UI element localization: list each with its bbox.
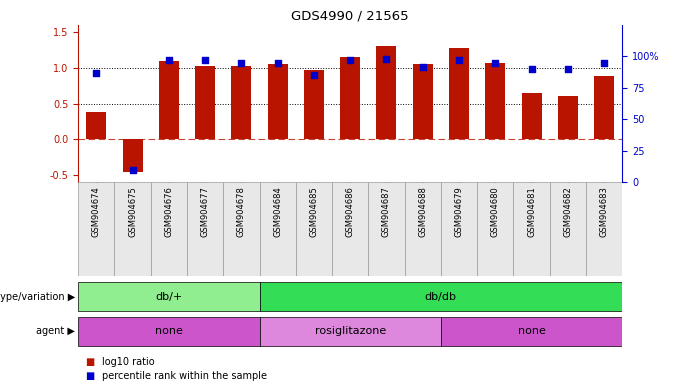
Text: GSM904678: GSM904678: [237, 186, 246, 237]
Text: log10 ratio: log10 ratio: [102, 357, 154, 367]
FancyBboxPatch shape: [332, 182, 369, 276]
Title: GDS4990 / 21565: GDS4990 / 21565: [292, 9, 409, 22]
FancyBboxPatch shape: [296, 182, 332, 276]
FancyBboxPatch shape: [513, 182, 549, 276]
Point: [309, 72, 320, 78]
Text: GSM904686: GSM904686: [345, 186, 355, 237]
FancyBboxPatch shape: [477, 182, 513, 276]
FancyBboxPatch shape: [441, 316, 622, 346]
Text: GSM904688: GSM904688: [418, 186, 427, 237]
FancyBboxPatch shape: [260, 182, 296, 276]
Text: none: none: [155, 326, 183, 336]
Text: GSM904676: GSM904676: [165, 186, 173, 237]
Bar: [304, 70, 324, 139]
FancyBboxPatch shape: [260, 282, 622, 311]
Bar: [522, 93, 541, 139]
Point: [345, 57, 356, 63]
Text: GSM904684: GSM904684: [273, 186, 282, 237]
Text: db/db: db/db: [425, 291, 457, 302]
Point: [526, 66, 537, 72]
Text: GSM904680: GSM904680: [491, 186, 500, 237]
Point: [454, 57, 464, 63]
Point: [381, 56, 392, 62]
Text: GSM904687: GSM904687: [382, 186, 391, 237]
Point: [200, 57, 211, 63]
Bar: [449, 48, 469, 139]
Text: GSM904683: GSM904683: [600, 186, 609, 237]
FancyBboxPatch shape: [151, 182, 187, 276]
FancyBboxPatch shape: [78, 182, 114, 276]
FancyBboxPatch shape: [78, 282, 260, 311]
Text: GSM904674: GSM904674: [92, 186, 101, 237]
Point: [562, 66, 573, 72]
Text: genotype/variation ▶: genotype/variation ▶: [0, 291, 75, 302]
Bar: [594, 76, 614, 139]
Text: GSM904682: GSM904682: [563, 186, 573, 237]
Text: GSM904681: GSM904681: [527, 186, 536, 237]
FancyBboxPatch shape: [441, 182, 477, 276]
Bar: [558, 96, 578, 139]
Bar: [340, 57, 360, 139]
Point: [598, 60, 609, 66]
Point: [127, 167, 138, 173]
FancyBboxPatch shape: [405, 182, 441, 276]
Bar: [195, 66, 215, 139]
Point: [236, 60, 247, 66]
Bar: [159, 61, 179, 139]
Text: db/+: db/+: [155, 291, 182, 302]
Text: rosiglitazone: rosiglitazone: [315, 326, 386, 336]
FancyBboxPatch shape: [223, 182, 260, 276]
Bar: [268, 64, 288, 139]
Point: [418, 63, 428, 70]
Text: percentile rank within the sample: percentile rank within the sample: [102, 371, 267, 381]
Point: [490, 60, 500, 66]
Text: GSM904677: GSM904677: [201, 186, 209, 237]
Text: ■: ■: [85, 371, 95, 381]
FancyBboxPatch shape: [260, 316, 441, 346]
Bar: [231, 66, 252, 139]
Text: GSM904679: GSM904679: [454, 186, 464, 237]
Point: [272, 60, 283, 66]
FancyBboxPatch shape: [78, 316, 260, 346]
Text: ■: ■: [85, 357, 95, 367]
Text: GSM904685: GSM904685: [309, 186, 318, 237]
FancyBboxPatch shape: [187, 182, 223, 276]
Text: agent ▶: agent ▶: [36, 326, 75, 336]
FancyBboxPatch shape: [549, 182, 586, 276]
FancyBboxPatch shape: [114, 182, 151, 276]
FancyBboxPatch shape: [586, 182, 622, 276]
Text: none: none: [517, 326, 545, 336]
Point: [163, 57, 174, 63]
Bar: [122, 139, 143, 172]
FancyBboxPatch shape: [369, 182, 405, 276]
Text: GSM904675: GSM904675: [128, 186, 137, 237]
Bar: [486, 63, 505, 139]
Bar: [86, 112, 106, 139]
Point: [91, 70, 102, 76]
Bar: [377, 46, 396, 139]
Bar: [413, 64, 432, 139]
